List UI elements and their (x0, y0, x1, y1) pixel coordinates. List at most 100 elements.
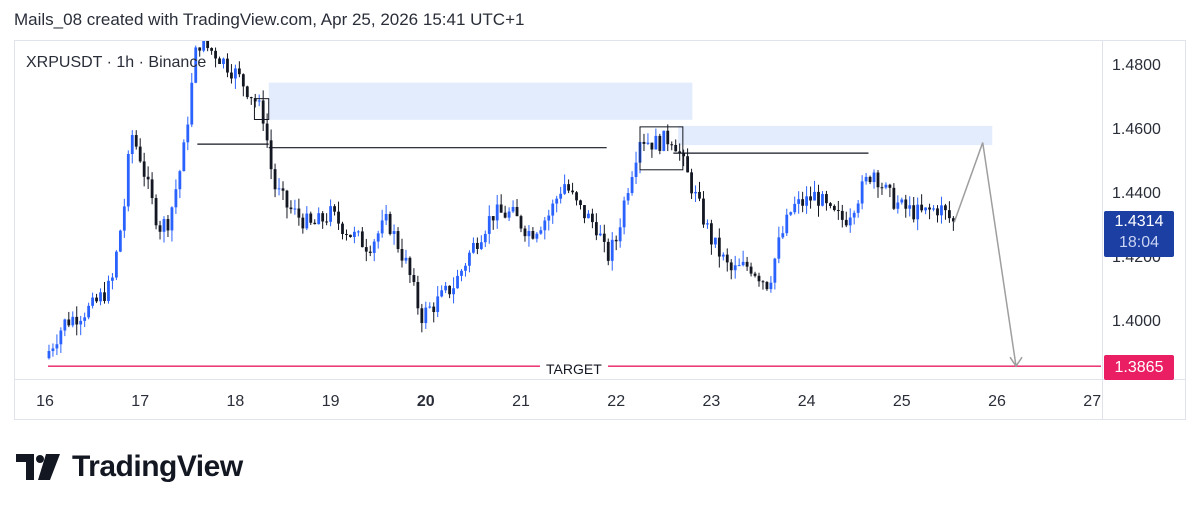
current-price-label: 1.4314 18:04 (1104, 211, 1174, 257)
candle-body (63, 319, 67, 331)
candle-body (337, 211, 340, 224)
candle-body (210, 48, 213, 51)
candle-body (745, 261, 749, 267)
candle-body (154, 198, 158, 226)
candle-body (904, 199, 908, 209)
candle-body (182, 142, 186, 172)
candle-body (944, 205, 947, 211)
candle-body (848, 217, 852, 226)
candle-body (789, 212, 793, 215)
candle-body (702, 198, 705, 225)
candle-body (951, 218, 955, 222)
candle-body (448, 285, 451, 295)
candle-body (257, 100, 261, 102)
candle-body (614, 239, 618, 242)
candle-body (511, 206, 515, 212)
price-tick-label: 1.4800 (1112, 56, 1161, 74)
chart-pane[interactable] (14, 40, 1102, 380)
candle-body (412, 275, 416, 283)
candle-body (523, 228, 527, 237)
candle-body (646, 142, 650, 144)
candle-body (424, 307, 428, 324)
candle-body (249, 97, 253, 99)
candle-body (598, 233, 602, 236)
candle-body (733, 265, 737, 271)
candle-body (67, 319, 71, 326)
candle-body (892, 187, 896, 209)
candle-body (408, 257, 412, 276)
candle-body (531, 230, 535, 239)
candle-body (809, 196, 812, 201)
candle-body (456, 275, 459, 289)
candle-body (277, 188, 281, 190)
candle-body (317, 213, 321, 225)
candle-body (583, 205, 586, 219)
candle-body (436, 296, 440, 313)
candle-body (107, 280, 110, 301)
candle-body (194, 47, 198, 83)
candle-body (460, 270, 463, 276)
candle-body (785, 214, 789, 234)
candle-body (698, 191, 701, 199)
candle-body (345, 233, 348, 235)
candle-body (670, 144, 674, 146)
candle-body (376, 233, 380, 242)
candle-body (503, 212, 507, 218)
candle-body (265, 123, 269, 141)
candle-body (297, 208, 301, 218)
candle-body (507, 211, 511, 218)
candle-body (606, 241, 610, 261)
candle-body (349, 234, 352, 238)
candle-body (59, 330, 63, 345)
candle-body (404, 257, 408, 261)
candle-body (634, 162, 638, 178)
candle-body (896, 202, 900, 209)
candle-body (329, 206, 332, 222)
candle-body (166, 219, 170, 231)
candle-body (571, 190, 574, 193)
candle-body (880, 187, 884, 189)
candle-body (241, 74, 245, 87)
symbol-legend[interactable]: XRPUSDT · 1h · Binance (26, 54, 207, 71)
candle-body (341, 223, 344, 234)
candle-body (309, 213, 313, 223)
time-tick-label: 17 (131, 393, 150, 410)
price-tick-label: 1.4400 (1112, 184, 1161, 202)
supply-zone-1 (268, 82, 693, 120)
candle-body (333, 206, 336, 212)
candle-body (928, 207, 931, 210)
candle-body (464, 265, 467, 271)
candle-body (214, 50, 217, 59)
candle-body (717, 237, 721, 257)
candle-body (912, 205, 916, 220)
candle-body (567, 184, 570, 191)
candle-body (360, 231, 364, 248)
time-tick-label: 16 (36, 393, 54, 410)
candle-body (710, 223, 713, 245)
time-tick-label: 18 (226, 393, 245, 410)
axis-corner (1102, 380, 1186, 420)
candle-body (876, 172, 880, 188)
candle-body (829, 203, 832, 206)
candle-body (801, 199, 805, 206)
price-tick-label: 1.4600 (1112, 120, 1161, 138)
chart-header: Mails_08 created with TradingView.com, A… (14, 10, 525, 29)
candle-body (737, 265, 741, 267)
candle-body (281, 188, 285, 191)
candle-body (416, 282, 420, 309)
candle-body (690, 172, 693, 194)
time-axis[interactable] (14, 380, 1102, 420)
candle-body (817, 191, 820, 206)
candle-body (103, 292, 106, 301)
candle-body (99, 292, 102, 302)
bar-countdown: 18:04 (1118, 234, 1160, 251)
candle-body (678, 151, 682, 153)
price-tick-label: 1.4000 (1112, 312, 1161, 330)
target-label: TARGET (540, 361, 608, 377)
candle-body (364, 247, 368, 252)
projection-path (953, 142, 1017, 367)
candle-body (305, 213, 309, 229)
candle-body (924, 207, 927, 211)
candle-body (384, 213, 388, 221)
